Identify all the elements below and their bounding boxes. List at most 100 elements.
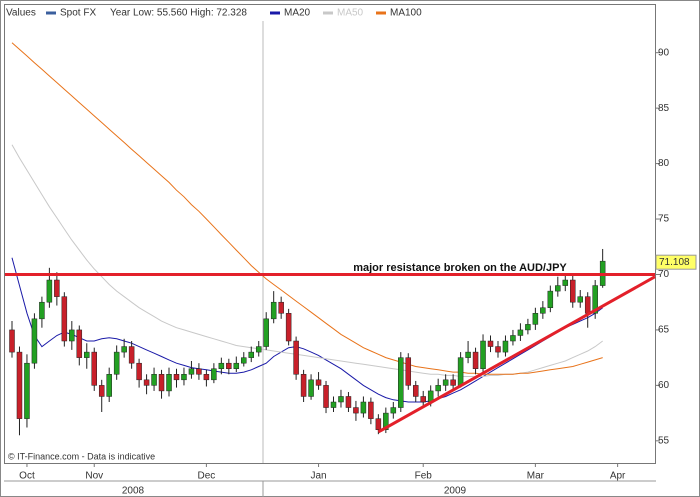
candle-body: [69, 329, 75, 342]
candle-body: [121, 346, 127, 353]
candle-body: [495, 346, 501, 353]
candle-body: [442, 379, 449, 386]
candle-body: [570, 279, 576, 303]
candle-body: [136, 362, 142, 381]
legend-label: Spot FX: [60, 8, 96, 19]
candle-body: [338, 396, 344, 403]
annotation: major resistance broken on the AUD/JPY: [353, 262, 567, 274]
candle-body: [323, 385, 329, 408]
candle-body: [166, 374, 172, 392]
candle-body: [16, 351, 23, 419]
candle-body: [270, 301, 277, 320]
candle-body: [226, 362, 232, 369]
x-tick-label: Mar: [527, 471, 545, 482]
candle-body: [577, 296, 583, 303]
candle-body: [76, 329, 83, 358]
candle-body: [480, 340, 486, 369]
legend-box: [5, 5, 465, 21]
candle-body: [487, 340, 494, 347]
candle-body: [405, 357, 412, 386]
candle-body: [308, 379, 314, 397]
candle-body: [412, 385, 419, 397]
x-tick-label: Jan: [310, 471, 326, 482]
source-note: © IT-Finance.com - Data is indicative: [8, 451, 155, 461]
candle-body: [248, 351, 255, 358]
candle-body: [330, 401, 337, 408]
candle-body: [151, 374, 157, 386]
candle-body: [203, 374, 210, 381]
candle-body: [435, 385, 441, 392]
candle-body: [233, 362, 240, 369]
candle-body: [360, 401, 367, 414]
candle-body: [181, 374, 187, 381]
candle-body: [255, 346, 262, 353]
candle-body: [592, 285, 598, 314]
x-tick-label: Oct: [19, 471, 35, 482]
candle-body: [353, 407, 359, 414]
year-label: 2009: [444, 486, 467, 497]
legend-label: MA100: [390, 8, 422, 19]
candle-body: [532, 313, 539, 325]
candle-body: [91, 351, 97, 386]
y-tick-label: 55: [658, 435, 670, 446]
candle-body: [106, 374, 112, 397]
candle-body: [457, 357, 464, 386]
trendline: [377, 275, 656, 434]
candle-body: [502, 340, 509, 353]
y-tick-label: 70: [658, 269, 670, 280]
candle-body: [547, 290, 554, 308]
candle-body: [241, 357, 247, 364]
candle-body: [188, 368, 195, 375]
candle-body: [540, 307, 546, 314]
ma-line: [11, 42, 603, 375]
candle-body: [39, 301, 45, 320]
candle-body: [315, 379, 322, 386]
legend-label: MA20: [284, 8, 311, 19]
candle-body: [383, 412, 389, 430]
candle-body: [420, 396, 426, 403]
candle-body: [472, 351, 479, 369]
candle-body: [61, 296, 68, 342]
candle-body: [555, 285, 561, 292]
candle-body: [143, 379, 150, 386]
year-label: 2008: [122, 486, 145, 497]
candle-body: [293, 340, 299, 375]
candle-body: [450, 379, 456, 386]
y-tick-label: 85: [658, 103, 670, 114]
candle-body: [218, 362, 225, 369]
candle-body: [562, 279, 569, 286]
candle-body: [465, 351, 471, 358]
plot-area: [4, 4, 656, 464]
candle-body: [517, 329, 524, 336]
candle-body: [173, 374, 180, 381]
candle-body: [128, 346, 135, 364]
candle-body: [584, 296, 591, 314]
candle-body: [158, 374, 165, 392]
legend-note: Year Low: 55.560 High: 72.328: [110, 8, 247, 19]
legend-label: MA50: [337, 8, 364, 19]
ma-line: [11, 257, 603, 403]
candle-body: [98, 385, 105, 397]
y-tick-label: 65: [658, 325, 670, 336]
candle-body: [196, 368, 202, 375]
candle-body: [368, 401, 374, 419]
x-tick-label: Nov: [85, 471, 103, 482]
legend-title: Values: [6, 8, 36, 19]
candle-body: [46, 279, 53, 303]
y-tick-label: 90: [658, 47, 670, 58]
candle-body: [54, 279, 60, 297]
candle-body: [278, 301, 284, 314]
candle-body: [525, 324, 531, 331]
y-tick-label: 75: [658, 214, 670, 225]
last-value-label: 71.108: [659, 257, 690, 268]
candle-body: [285, 313, 292, 342]
candle-body: [24, 362, 30, 419]
candle-body: [31, 318, 38, 364]
candle-body: [345, 396, 352, 408]
candle-body: [300, 374, 307, 397]
candle-body: [398, 357, 404, 408]
y-tick-label: 80: [658, 158, 670, 169]
y-tick-label: 60: [658, 380, 670, 391]
x-tick-label: Dec: [197, 471, 215, 482]
